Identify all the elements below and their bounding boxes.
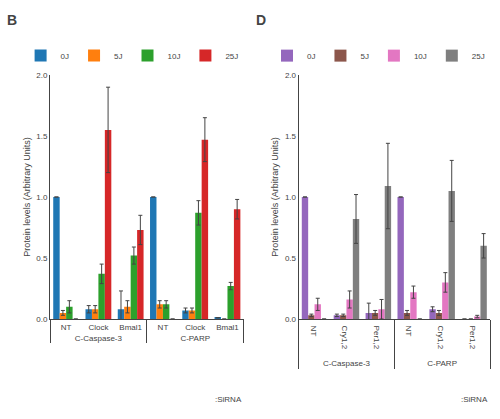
svg-text:C-PARP: C-PARP (180, 334, 210, 343)
svg-text:1.5: 1.5 (36, 132, 48, 141)
svg-text:0.0: 0.0 (36, 315, 48, 324)
svg-text:NT: NT (404, 326, 413, 337)
svg-text::SiRNA: :SiRNA (461, 395, 488, 404)
svg-text:Protein levels (Arbitrary Unit: Protein levels (Arbitrary Units) (270, 137, 280, 257)
svg-text:Cry1,2: Cry1,2 (436, 326, 445, 350)
svg-text:NT: NT (309, 326, 318, 337)
svg-text:C-Caspase-3: C-Caspase-3 (75, 334, 123, 343)
svg-text:Per1,2: Per1,2 (372, 326, 381, 350)
svg-text:10J: 10J (414, 52, 427, 61)
svg-text:C-PARP: C-PARP (427, 359, 457, 368)
svg-text:1.0: 1.0 (36, 193, 48, 202)
svg-text:Cry1,2: Cry1,2 (340, 326, 349, 350)
svg-text:0J: 0J (307, 52, 315, 61)
svg-text:Protein levels (Arbitrary Unit: Protein levels (Arbitrary Units) (22, 137, 32, 257)
svg-text:C-Caspase-3: C-Caspase-3 (323, 359, 371, 368)
svg-text:25J: 25J (225, 52, 238, 61)
svg-text:0.0: 0.0 (285, 315, 297, 324)
svg-text:2.0: 2.0 (36, 71, 48, 80)
svg-text:Bmal1: Bmal1 (119, 323, 142, 332)
svg-text:Clock: Clock (185, 323, 206, 332)
svg-text:25J: 25J (472, 52, 485, 61)
svg-text:10J: 10J (168, 52, 181, 61)
svg-text:0.5: 0.5 (285, 254, 297, 263)
svg-text:2.0: 2.0 (285, 71, 297, 80)
svg-text:0J: 0J (61, 52, 69, 61)
svg-text::SiRNA: :SiRNA (215, 395, 242, 404)
svg-text:NT: NT (61, 323, 72, 332)
svg-text:Clock: Clock (88, 323, 109, 332)
svg-text:D: D (256, 12, 266, 28)
svg-text:1.0: 1.0 (285, 193, 297, 202)
svg-text:Bmal1: Bmal1 (216, 323, 239, 332)
svg-text:NT: NT (158, 323, 169, 332)
svg-text:0.5: 0.5 (36, 254, 48, 263)
svg-text:B: B (7, 12, 17, 28)
svg-text:Per1,2: Per1,2 (468, 326, 477, 350)
svg-text:5J: 5J (114, 52, 122, 61)
svg-text:1.5: 1.5 (285, 132, 297, 141)
svg-text:5J: 5J (360, 52, 368, 61)
